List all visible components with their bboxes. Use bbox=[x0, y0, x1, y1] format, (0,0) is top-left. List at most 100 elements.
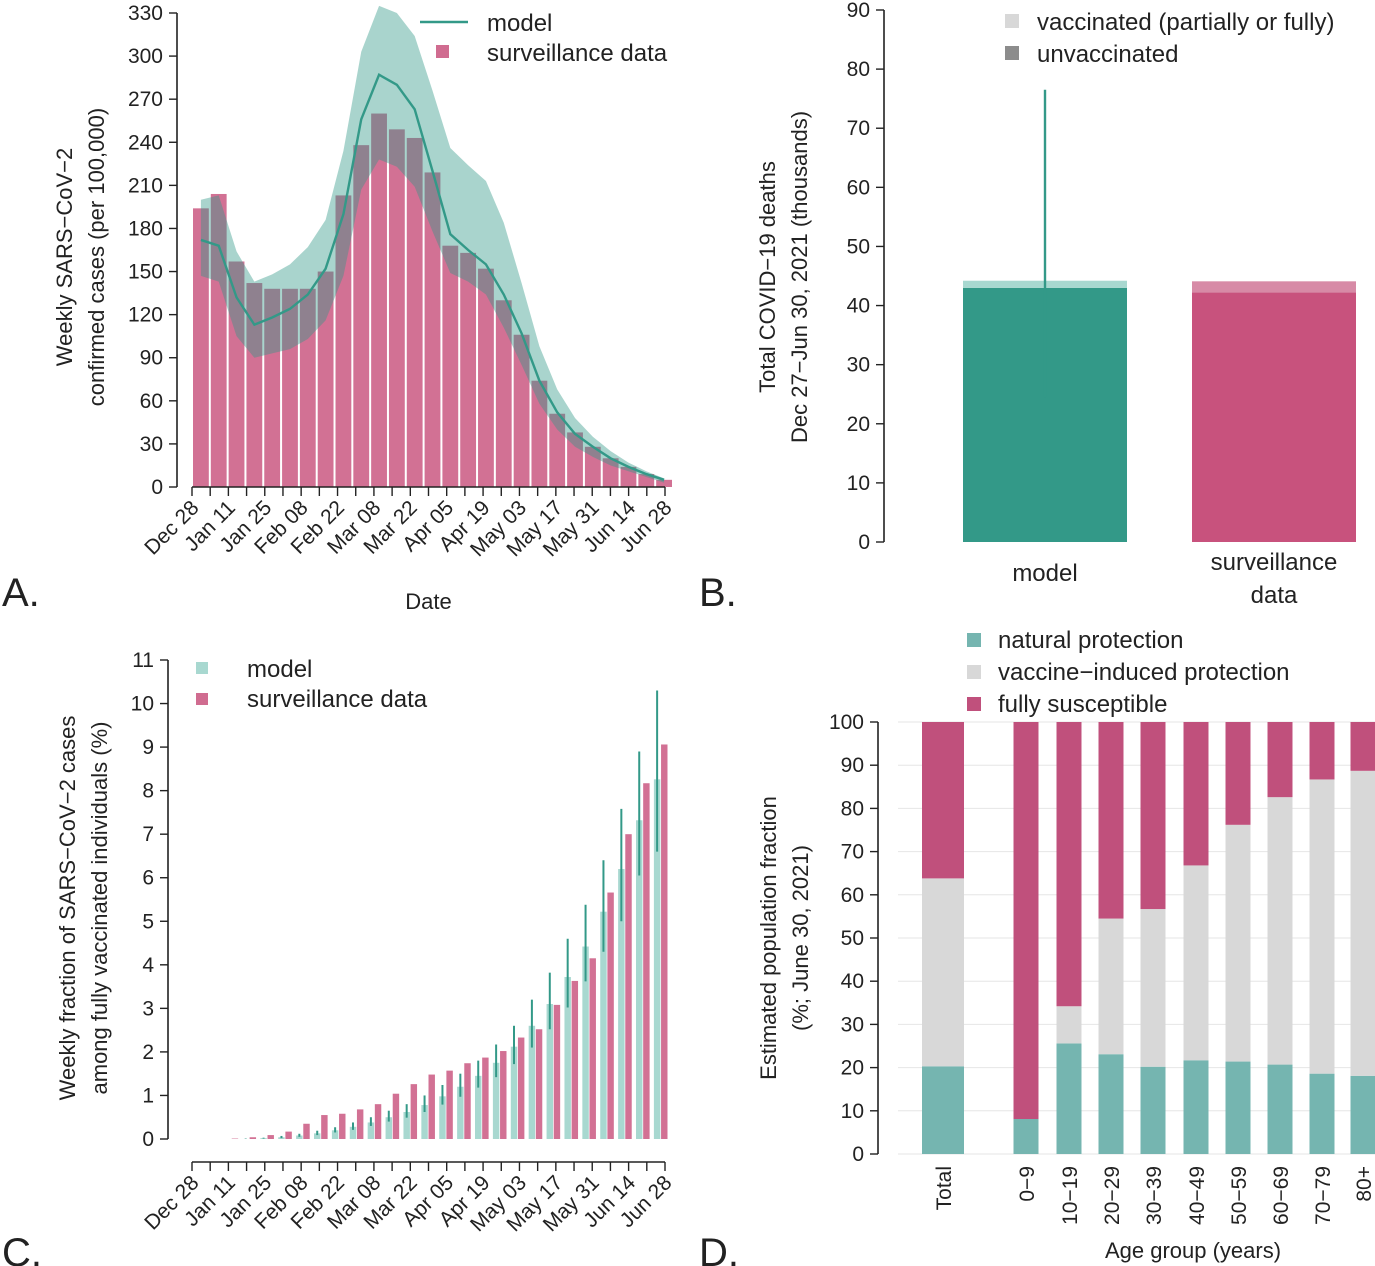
b-y-tick-label: 60 bbox=[847, 176, 870, 199]
model-bar bbox=[475, 1075, 482, 1139]
model-bar bbox=[314, 1133, 321, 1139]
c-y-tick-label: 3 bbox=[142, 997, 154, 1020]
surveillance-bar bbox=[620, 466, 637, 487]
d-x-tick-label: 40−49 bbox=[1186, 1166, 1209, 1225]
model-bar bbox=[296, 1135, 303, 1139]
legend-swatch-1 bbox=[967, 665, 981, 679]
a-y-tick-label: 150 bbox=[128, 261, 163, 284]
panel-label-b: B. bbox=[699, 571, 737, 615]
surveillance-bar bbox=[513, 334, 530, 487]
b-y-tick-label: 20 bbox=[847, 413, 870, 436]
surveillance-bar bbox=[482, 1057, 489, 1139]
a-y-axis-label-line: Weekly SARS−CoV−2 bbox=[52, 148, 77, 366]
bar-fully-susceptible bbox=[1140, 722, 1166, 910]
b-y-tick-label: 90 bbox=[847, 0, 870, 22]
c-y-tick-label: 9 bbox=[142, 736, 154, 759]
legend-model-swatch bbox=[196, 662, 208, 674]
surveillance-bar bbox=[264, 288, 281, 487]
a-y-axis-label: Weekly SARS−CoV−2 confirmed cases (per 10… bbox=[52, 108, 109, 406]
surveillance-bar bbox=[428, 1074, 435, 1139]
category-label-surveillance-line1: surveillance bbox=[1211, 549, 1338, 576]
bar-vaccine-protection bbox=[1098, 918, 1124, 1055]
c-y-tick-label: 4 bbox=[142, 954, 154, 977]
surveillance-bar bbox=[356, 1109, 364, 1139]
surveillance-bar bbox=[607, 892, 614, 1139]
a-y-tick-label: 90 bbox=[140, 347, 163, 370]
d-y-tick-label: 30 bbox=[841, 1013, 864, 1036]
surveillance-bar bbox=[246, 283, 263, 487]
model-bar bbox=[492, 1062, 500, 1139]
model-bar bbox=[636, 820, 643, 1139]
legend-model-label: model bbox=[487, 10, 552, 37]
model-bar bbox=[528, 1025, 536, 1139]
surveillance-bar bbox=[656, 479, 672, 487]
d-x-axis-label: Age group (years) bbox=[1105, 1238, 1281, 1263]
legend-surveillance-label: surveillance data bbox=[487, 40, 668, 67]
bar-natural-protection bbox=[1309, 1073, 1335, 1154]
bar-fully-susceptible bbox=[1225, 722, 1251, 825]
d-y-tick-label: 80 bbox=[841, 797, 864, 820]
c-y-tick-label: 2 bbox=[142, 1041, 154, 1064]
c-y-axis-label-line: Weekly fraction of SARS−CoV−2 cases bbox=[55, 716, 80, 1101]
surveillance-bar bbox=[267, 1135, 274, 1139]
bar-vaccinated bbox=[1192, 281, 1356, 293]
bar-fully-susceptible bbox=[922, 722, 964, 879]
d-y-tick-label: 90 bbox=[841, 754, 864, 777]
bar-vaccine-protection bbox=[922, 878, 964, 1067]
surveillance-bar bbox=[321, 1115, 328, 1139]
b-y-axis-label-line: Dec 27−Jun 30, 2021 (thousands) bbox=[787, 111, 812, 443]
surveillance-bar bbox=[285, 1131, 292, 1139]
model-bar bbox=[600, 911, 607, 1139]
model-bar bbox=[439, 1096, 446, 1139]
bar-vaccine-protection bbox=[1267, 797, 1293, 1065]
surveillance-bar bbox=[424, 172, 441, 487]
d-x-tick-label: 30−39 bbox=[1143, 1166, 1166, 1225]
a-y-tick-label: 210 bbox=[128, 174, 163, 197]
category-label-surveillance-line2: data bbox=[1251, 582, 1298, 609]
surveillance-bar bbox=[464, 1063, 471, 1139]
surveillance-bar bbox=[553, 1004, 561, 1139]
d-x-tick-label: 20−29 bbox=[1101, 1166, 1124, 1225]
panel-label-d: D. bbox=[699, 1231, 739, 1266]
bar-natural-protection bbox=[922, 1066, 964, 1154]
legend-vaccinated-swatch bbox=[1005, 14, 1019, 28]
legend-model-label: model bbox=[247, 656, 312, 683]
surveillance-bar bbox=[317, 271, 334, 487]
surveillance-bar bbox=[335, 195, 352, 487]
a-y-tick-label: 330 bbox=[128, 2, 163, 25]
d-y-tick-label: 50 bbox=[841, 927, 864, 950]
surveillance-bar bbox=[500, 1051, 507, 1139]
surveillance-bar bbox=[282, 288, 298, 487]
bar-fully-susceptible bbox=[1267, 722, 1293, 798]
model-bar bbox=[546, 1004, 554, 1139]
legend-surveillance-label: surveillance data bbox=[247, 686, 428, 713]
c-y-tick-label: 8 bbox=[142, 780, 154, 803]
surveillance-bar bbox=[625, 834, 632, 1139]
model-bar bbox=[457, 1086, 464, 1139]
surveillance-bar bbox=[388, 129, 405, 487]
panel-label-a: A. bbox=[2, 571, 40, 615]
c-y-tick-label: 1 bbox=[142, 1084, 154, 1107]
c-y-tick-label: 0 bbox=[142, 1128, 154, 1151]
surveillance-bar bbox=[339, 1113, 346, 1139]
surveillance-bar bbox=[371, 113, 387, 487]
surveillance-bar bbox=[571, 980, 579, 1139]
a-y-tick-label: 30 bbox=[140, 433, 163, 456]
d-y-tick-label: 70 bbox=[841, 841, 864, 864]
d-x-tick-label: 10−19 bbox=[1059, 1166, 1082, 1225]
d-y-axis-label: Estimated population fraction (%; June 30… bbox=[756, 796, 813, 1080]
surveillance-bar bbox=[406, 137, 423, 488]
bar-fully-susceptible bbox=[1350, 722, 1375, 771]
surveillance-bar bbox=[589, 958, 596, 1139]
model-bar bbox=[349, 1126, 357, 1139]
c-y-tick-label: 7 bbox=[142, 823, 154, 846]
d-y-tick-label: 0 bbox=[852, 1143, 864, 1166]
d-x-tick-label: 0−9 bbox=[1016, 1166, 1039, 1202]
legend-vaccinated-label: vaccinated (partially or fully) bbox=[1037, 9, 1334, 36]
surveillance-bar bbox=[661, 744, 668, 1139]
bar-natural-protection bbox=[1013, 1119, 1039, 1154]
bar-vaccine-protection bbox=[1140, 909, 1166, 1067]
a-y-tick-label: 60 bbox=[140, 390, 163, 413]
panel-label-c: C. bbox=[2, 1231, 42, 1266]
